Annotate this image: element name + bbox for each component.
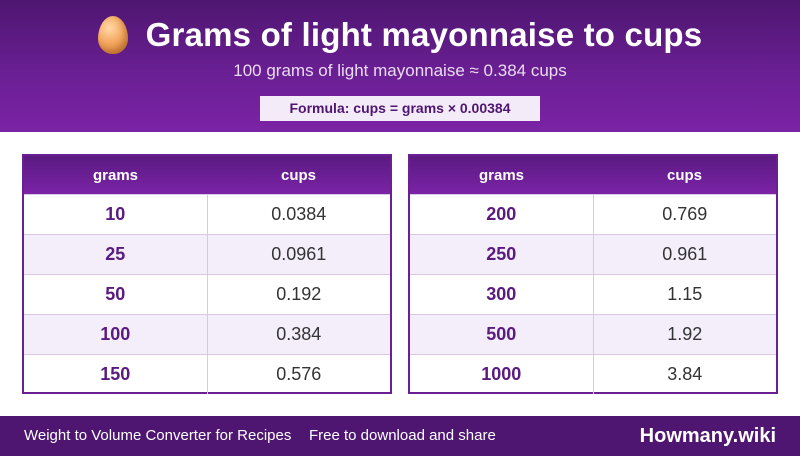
formula-box: Formula: cups = grams × 0.00384 bbox=[260, 96, 540, 121]
grams-cell: 150 bbox=[24, 355, 208, 394]
page-subtitle: 100 grams of light mayonnaise ≈ 0.384 cu… bbox=[233, 61, 567, 80]
cups-cell: 1.15 bbox=[667, 284, 703, 304]
egg-icon bbox=[97, 16, 128, 54]
grams-cell: 25 bbox=[24, 235, 208, 274]
cups-cell: 0.192 bbox=[276, 284, 322, 304]
page-title: Grams of light mayonnaise to cups bbox=[145, 16, 703, 53]
table-row: 1000 3.84 bbox=[410, 354, 776, 394]
grams-cell: 250 bbox=[410, 235, 594, 274]
conversion-table-right: grams cups 200 0.769 250 0.961 300 1.15 … bbox=[408, 154, 778, 394]
conversion-table-left: grams cups 10 0.0384 25 0.0961 50 0.192 … bbox=[22, 154, 392, 394]
grams-cell: 10 bbox=[24, 195, 208, 234]
table-header: grams cups bbox=[24, 156, 390, 194]
grams-cell: 1000 bbox=[410, 355, 594, 394]
header-cups: cups bbox=[280, 166, 316, 184]
grams-cell: 200 bbox=[410, 195, 594, 234]
grams-cell: 500 bbox=[410, 315, 594, 354]
cups-cell: 0.961 bbox=[662, 244, 708, 264]
footer-share-note: Free to download and share bbox=[309, 427, 496, 444]
table-row: 50 0.192 bbox=[24, 274, 390, 314]
table-row: 25 0.0961 bbox=[24, 234, 390, 274]
header-cups: cups bbox=[666, 166, 702, 184]
cups-cell: 1.92 bbox=[667, 324, 703, 344]
table-header: grams cups bbox=[410, 156, 776, 194]
table-row: 500 1.92 bbox=[410, 314, 776, 354]
header-grams: grams bbox=[92, 166, 139, 184]
grams-cell: 300 bbox=[410, 275, 594, 314]
table-row: 300 1.15 bbox=[410, 274, 776, 314]
cups-cell: 0.0384 bbox=[271, 204, 327, 224]
table-row: 150 0.576 bbox=[24, 354, 390, 394]
table-row: 250 0.961 bbox=[410, 234, 776, 274]
cups-cell: 0.384 bbox=[276, 324, 322, 344]
header-banner: Grams of light mayonnaise to cups 100 gr… bbox=[0, 0, 800, 132]
cups-cell: 0.769 bbox=[662, 204, 708, 224]
table-row: 100 0.384 bbox=[24, 314, 390, 354]
grams-cell: 100 bbox=[24, 315, 208, 354]
title-row: Grams of light mayonnaise to cups bbox=[0, 12, 800, 58]
footer-tagline: Weight to Volume Converter for Recipes bbox=[24, 427, 292, 444]
header-grams: grams bbox=[478, 166, 525, 184]
cups-cell: 0.0961 bbox=[271, 244, 327, 264]
cups-cell: 0.576 bbox=[276, 364, 322, 384]
table-row: 10 0.0384 bbox=[24, 194, 390, 234]
grams-cell: 50 bbox=[24, 275, 208, 314]
cups-cell: 3.84 bbox=[667, 364, 703, 384]
footer-bar: Weight to Volume Converter for Recipes F… bbox=[0, 416, 800, 456]
table-row: 200 0.769 bbox=[410, 194, 776, 234]
brand-logo-text[interactable]: Howmany.wiki bbox=[639, 425, 776, 447]
